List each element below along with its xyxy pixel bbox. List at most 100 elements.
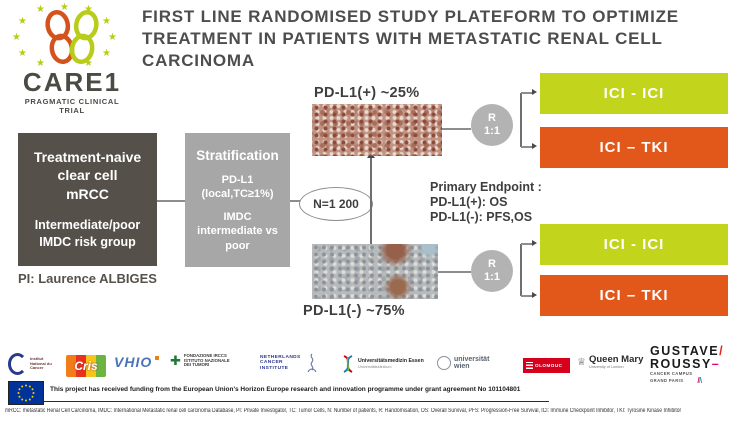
sample-size-ellipse: N=1 200 — [299, 187, 373, 221]
logo-text: NETHERLANDS — [260, 355, 301, 361]
population-line: IMDC risk group — [39, 234, 136, 249]
branch-line — [520, 244, 522, 296]
logo-text: CANCER — [260, 360, 283, 366]
eu-star-icon: ★ — [18, 16, 27, 27]
primary-endpoint-title: Primary Endpoint : — [430, 180, 542, 194]
logo-text: universität — [454, 356, 490, 363]
crown-icon: ♕ — [577, 356, 586, 368]
logo-text: ROUSSY — [650, 357, 712, 372]
logo-fondazione-irccs: ✚ FONDAZIONE IRCCS ISTITUTO NAZIONALE DE… — [170, 353, 230, 369]
brand-tagline: PRAGMATIC CLINICAL TRIAL — [24, 97, 120, 115]
vhio-orange-mark-icon — [155, 355, 160, 360]
branch-line — [521, 295, 533, 297]
brand-name: CARE1 — [22, 67, 122, 97]
primary-endpoint-line: PD-L1(+): OS — [430, 194, 508, 209]
logo-gustave-roussy: GUSTAVE/ ROUSSY– CANCER CAMPUS GRAND PAR… — [650, 344, 724, 385]
population-line: mRCC — [66, 185, 109, 202]
kidneys-icon — [45, 10, 99, 65]
arm-ici-ici-box: ICI - ICI — [540, 73, 728, 114]
pdl1-negative-label: PD-L1(-) ~75% — [303, 303, 405, 319]
arm-label: ICI – TKI — [599, 287, 669, 304]
arrow-right-icon — [532, 292, 537, 298]
logo-text: OLOMOUC — [535, 363, 563, 368]
eu-star-icon: ★ — [18, 48, 27, 59]
primary-endpoint-line: PD-L1(-): PFS,OS — [430, 209, 533, 224]
population-box: Treatment-naive clear cell mRCC Intermed… — [18, 133, 157, 266]
logo-text: GRAND PARIS — [650, 378, 684, 384]
connector-line — [157, 200, 185, 202]
randomization-letter: R — [488, 111, 496, 124]
randomization-letter: R — [488, 257, 496, 270]
funding-statement: This project has received funding from t… — [50, 386, 521, 393]
population-line: clear cell — [57, 167, 118, 184]
arm-label: ICI - ICI — [603, 236, 665, 253]
logo-text: University of London — [588, 365, 624, 370]
logo-text: Cris — [74, 359, 98, 373]
logo-queen-mary: ♕ Queen Mary University of London — [577, 354, 644, 370]
randomization-ratio: 1:1 — [484, 125, 500, 137]
logo-institut-national-du-cancer: Institut National du Cancer — [8, 353, 58, 375]
logo-text: ISTITUTO NAZIONALE — [183, 357, 230, 363]
logo-olomouc: OLOMOUC — [523, 358, 570, 373]
connector-line — [290, 200, 300, 202]
abbreviations-footnote: mRCC: metastatic Renal Cell Carcinoma, I… — [5, 408, 682, 414]
care1-logo: ★ ★ ★ ★ ★ ★ ★ ★ ★ ★ ★ CARE1 PRAGMATIC CL… — [12, 3, 132, 118]
logo-text: FONDAZIONE IRCCS — [183, 352, 227, 358]
stratification-line: PD-L1 — [221, 173, 254, 186]
eu-star-icon: ★ — [60, 2, 69, 13]
eu-star-icon: ★ — [102, 16, 111, 27]
split-connector-line — [370, 158, 372, 244]
branch-line — [521, 92, 533, 94]
stratification-title: Stratification — [196, 147, 279, 163]
stratification-line: intermediate vs — [197, 225, 278, 238]
arm-ici-tki-box: ICI – TKI — [540, 127, 728, 168]
olomouc-pattern-icon — [526, 362, 533, 369]
stratification-line: IMDC — [223, 211, 252, 224]
eu-star-icon: ★ — [84, 58, 93, 69]
pink-dash-icon: – — [711, 357, 721, 372]
pdl1-negative-histology-image — [312, 244, 438, 299]
population-line: Intermediate/poor — [34, 218, 141, 233]
eu-star-icon: ★ — [36, 4, 45, 15]
eu-star-icon: ★ — [102, 48, 111, 59]
logo-text: DEI TUMORI — [183, 362, 210, 368]
logo-text: GUSTAVE — [650, 344, 720, 358]
branch-line — [520, 93, 522, 147]
branch-line — [521, 243, 533, 245]
eu-star-icon: ★ — [84, 4, 93, 15]
logo-cris: Cris — [66, 355, 106, 377]
inca-arc-icon — [8, 353, 27, 375]
sample-size-label: N=1 200 — [313, 197, 359, 211]
population-line: Treatment-naive — [33, 148, 142, 165]
stratification-line: (local,TC≥1%) — [201, 187, 274, 200]
logo-universitaet-wien: universität wien — [437, 356, 489, 370]
stratification-box: Stratification PD-L1 (local,TC≥1%) IMDC … — [185, 133, 290, 267]
logo-netherlands-cancer-institute: NETHERLANDS CANCER INSTITUTE — [260, 352, 320, 374]
logo-text: VHIO — [114, 354, 153, 370]
arm-ici-ici-box: ICI - ICI — [540, 224, 728, 265]
logo-text: Queen Mary — [588, 354, 644, 365]
principal-investigator-label: PI: Laurence ALBIGES — [18, 271, 157, 286]
logo-text: wien — [454, 363, 470, 370]
arm-ici-tki-box: ICI – TKI — [540, 275, 728, 316]
stratification-line: poor — [225, 239, 250, 252]
logo-text: Universitätsmedizin Essen — [358, 358, 424, 365]
randomization-circle: R 1:1 — [471, 250, 513, 292]
wien-seal-icon — [437, 356, 451, 370]
randomization-ratio: 1:1 — [484, 271, 500, 283]
arrow-right-icon — [532, 240, 537, 246]
logo-universitaetsmedizin-essen: Universitätsmedizin Essen Universitätskl… — [341, 355, 424, 373]
branch-line — [521, 146, 533, 148]
pdl1-positive-histology-image — [312, 104, 442, 156]
eu-star-icon: ★ — [12, 32, 21, 43]
arm-label: ICI - ICI — [603, 85, 665, 102]
connector-line — [438, 271, 471, 273]
eu-star-icon: ★ — [36, 58, 45, 69]
green-cross-icon: ✚ — [170, 353, 181, 368]
arm-label: ICI – TKI — [599, 139, 669, 156]
logo-text: Institut National du Cancer — [30, 356, 52, 371]
connector-line — [442, 128, 471, 130]
page-title: FIRST LINE RANDOMISED STUDY PLATEFORM TO… — [142, 7, 679, 70]
eu-star-icon: ★ — [108, 32, 117, 43]
eu-flag-icon — [8, 381, 44, 405]
